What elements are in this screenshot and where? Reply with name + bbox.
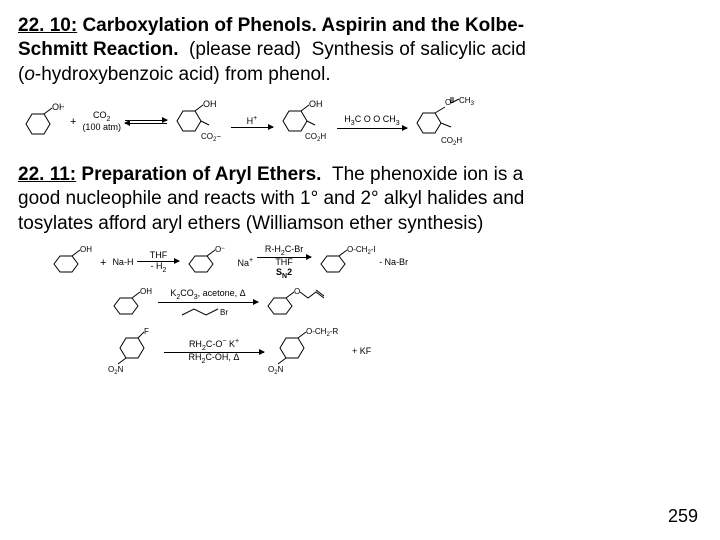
sec2-rest-b: good nucleophile and reacts with 1° and … bbox=[18, 188, 524, 209]
arrow-hplus: H+ bbox=[231, 115, 273, 128]
sec1-num: 22. 10: bbox=[18, 15, 77, 36]
sec2-rest-c: tosylates afford aryl ethers (Williamson… bbox=[18, 213, 483, 234]
salicylic-acid-icon: OH CO2H bbox=[277, 97, 333, 147]
equilibrium-arrow bbox=[125, 120, 167, 124]
arylether-icon: O-CH2-R bbox=[315, 244, 375, 282]
phenoxide-icon: O− bbox=[183, 244, 233, 282]
sec1-rest-c: o bbox=[24, 64, 35, 85]
svg-text:O−: O− bbox=[215, 245, 225, 254]
svg-text:OH: OH bbox=[203, 99, 217, 109]
salicylate-anion-icon: OH CO2− bbox=[171, 97, 227, 147]
sec1-title-b: Schmitt Reaction. bbox=[18, 39, 178, 60]
svg-text:CO2H: CO2H bbox=[441, 136, 462, 147]
phenol-2-icon: OH bbox=[48, 244, 94, 282]
scheme-snar: F O2N RH2C-O− K+ RH2C-OH, Δ O-CH2-R O2N … bbox=[108, 328, 702, 376]
svg-text:OH: OH bbox=[80, 245, 92, 254]
scheme-kolbe: OH + CO2 (100 atm) OH CO2− H+ OH CO2H H3… bbox=[18, 95, 702, 149]
svg-text:O: O bbox=[445, 98, 451, 107]
plus-1: + bbox=[68, 115, 78, 129]
svg-text:O2N: O2N bbox=[268, 365, 284, 376]
sec1-rest-d: -hydroxybenzoic acid) from phenol. bbox=[35, 64, 331, 85]
fluoronitro-icon: F O2N bbox=[108, 328, 160, 376]
arrow-alkoxide: RH2C-O− K+ RH2C-OH, Δ bbox=[164, 338, 264, 366]
scheme-williamson-1: OH + Na-H THF - H2 O− Na+ R-H2C-Br THF S… bbox=[48, 244, 702, 282]
kf-label: + KF bbox=[352, 346, 371, 358]
page-number: 259 bbox=[668, 505, 698, 528]
svg-text:O2N: O2N bbox=[108, 365, 124, 376]
arrow-k2co3: K2CO3, acetone, Δ Br bbox=[158, 289, 258, 320]
svg-text:O-CH2-R: O-CH2-R bbox=[306, 328, 338, 338]
svg-text:OH: OH bbox=[140, 287, 152, 296]
nah-label: Na-H bbox=[112, 257, 133, 269]
sec1-title-a: Carboxylation of Phenols. Aspirin and th… bbox=[82, 15, 524, 36]
svg-text:O-CH2-R: O-CH2-R bbox=[347, 245, 375, 256]
svg-text:O: O bbox=[294, 287, 300, 296]
sec1-rest-a: Synthesis of salicylic acid bbox=[312, 39, 526, 60]
sec2-num: 22. 11: bbox=[18, 164, 76, 185]
sec2-title: Preparation of Aryl Ethers. bbox=[81, 164, 321, 185]
na-label: Na+ bbox=[237, 257, 253, 270]
aspirin-icon: O CH3 CO2H bbox=[411, 95, 481, 149]
arrow-thf: THF - H2 bbox=[137, 251, 179, 274]
svg-text:F: F bbox=[144, 328, 149, 336]
svg-text:OH: OH bbox=[309, 99, 323, 109]
scheme-williamson-2: OH K2CO3, acetone, Δ Br O bbox=[108, 286, 702, 324]
sec2-rest-a: The phenoxide ion is a bbox=[332, 164, 523, 185]
svg-text:CH3: CH3 bbox=[459, 96, 475, 107]
svg-text:CO2H: CO2H bbox=[305, 132, 326, 143]
svg-text:Br: Br bbox=[220, 308, 228, 317]
arrow-ac2o: H3C O O CH3 bbox=[337, 115, 407, 128]
section-22-10: 22. 10: Carboxylation of Phenols. Aspiri… bbox=[18, 14, 702, 87]
co2-label: CO2 (100 atm) bbox=[82, 111, 121, 133]
section-22-11: 22. 11: Preparation of Aryl Ethers. The … bbox=[18, 163, 702, 236]
arrow-rch2br: R-H2C-Br THF SN2 bbox=[257, 245, 311, 281]
sec1-note: (please read) bbox=[189, 39, 301, 60]
phenol-icon: OH bbox=[18, 100, 64, 144]
svg-text:OH: OH bbox=[52, 102, 64, 112]
phenol-3-icon: OH bbox=[108, 286, 154, 324]
snar-product-icon: O-CH2-R O2N bbox=[268, 328, 348, 376]
plus-2: + bbox=[98, 256, 108, 270]
svg-text:CO2−: CO2− bbox=[201, 132, 221, 143]
nabr-label: - Na-Br bbox=[379, 257, 408, 269]
allylether-icon: O bbox=[262, 286, 332, 324]
